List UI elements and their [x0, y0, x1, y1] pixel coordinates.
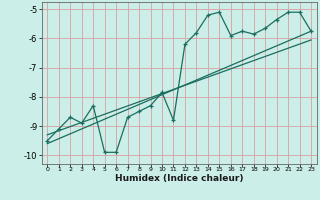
X-axis label: Humidex (Indice chaleur): Humidex (Indice chaleur) — [115, 174, 244, 183]
